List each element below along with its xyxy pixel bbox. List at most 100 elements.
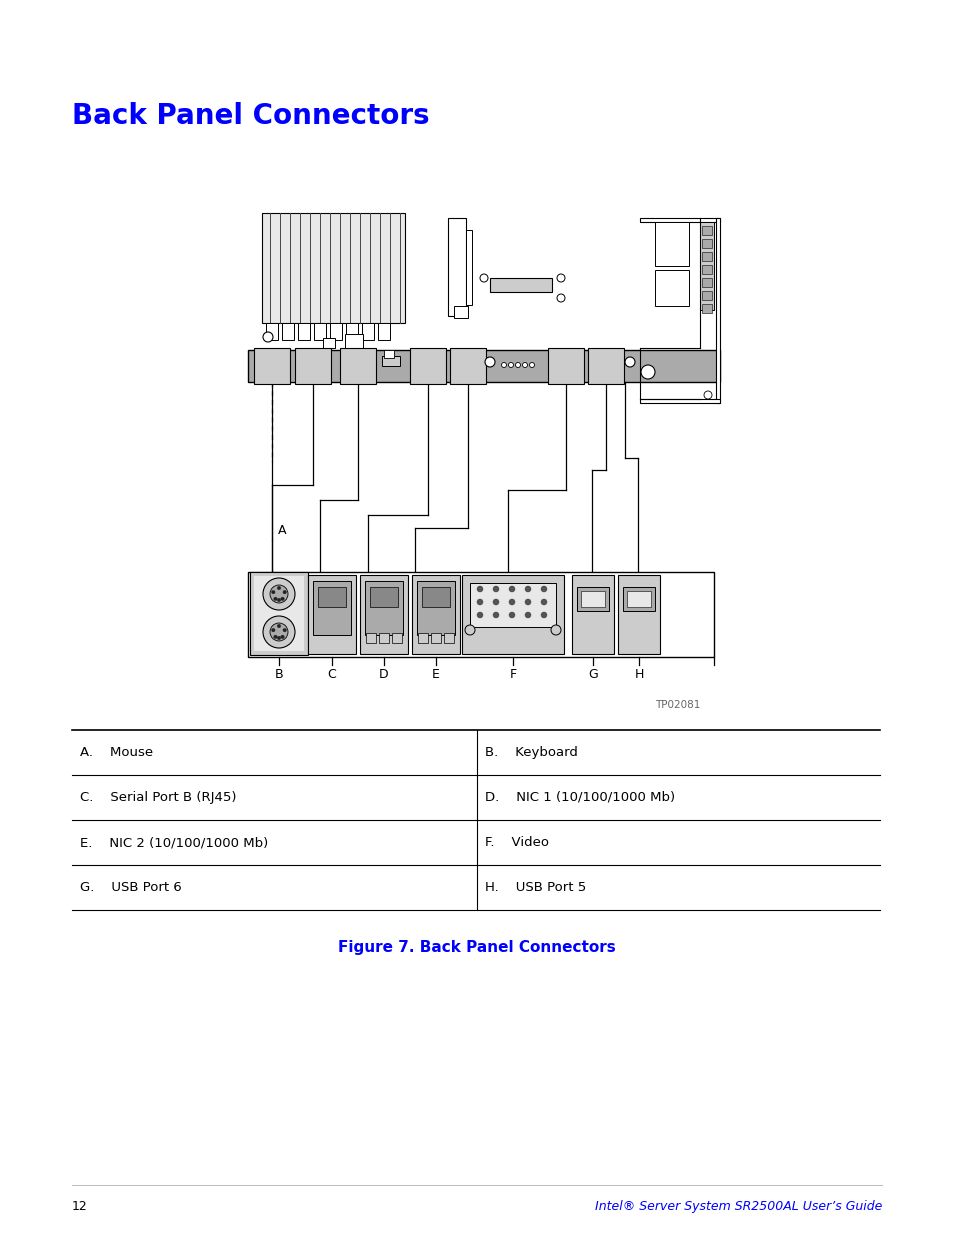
Bar	[701, 240, 711, 248]
Bar	[253, 576, 304, 651]
Circle shape	[529, 363, 534, 368]
Bar	[359, 576, 408, 655]
Text: C: C	[327, 668, 336, 680]
Circle shape	[640, 366, 655, 379]
Circle shape	[272, 629, 274, 632]
Text: Back Panel Connectors: Back Panel Connectors	[71, 103, 429, 130]
Circle shape	[493, 613, 498, 618]
Bar	[253, 348, 290, 384]
Bar	[282, 324, 294, 340]
Bar	[655, 270, 688, 306]
Bar	[262, 212, 405, 324]
Bar	[572, 576, 614, 655]
Circle shape	[508, 363, 513, 368]
Circle shape	[476, 599, 482, 605]
Bar	[490, 278, 552, 291]
Bar	[470, 583, 556, 627]
Bar	[701, 291, 711, 300]
Text: E.    NIC 2 (10/100/1000 Mb): E. NIC 2 (10/100/1000 Mb)	[80, 836, 268, 848]
Bar	[313, 580, 351, 635]
Bar	[577, 587, 608, 611]
Bar	[701, 278, 711, 287]
Text: C.    Serial Port B (RJ45): C. Serial Port B (RJ45)	[80, 790, 236, 804]
Bar	[361, 324, 374, 340]
Bar	[626, 592, 650, 606]
Circle shape	[551, 625, 560, 635]
Circle shape	[277, 587, 280, 590]
Bar	[384, 350, 394, 358]
Circle shape	[277, 636, 280, 640]
Bar	[465, 230, 472, 305]
Bar	[716, 219, 720, 403]
Text: Intel® Server System SR2500AL User’s Guide: Intel® Server System SR2500AL User’s Gui…	[594, 1200, 882, 1213]
Text: H.    USB Port 5: H. USB Port 5	[484, 881, 586, 894]
Text: TP02081: TP02081	[654, 700, 700, 710]
Text: Figure 7. Back Panel Connectors: Figure 7. Back Panel Connectors	[337, 940, 616, 955]
Circle shape	[277, 598, 280, 601]
Circle shape	[272, 590, 274, 594]
Circle shape	[540, 585, 546, 592]
Circle shape	[493, 585, 498, 592]
Circle shape	[524, 613, 531, 618]
Bar	[701, 252, 711, 261]
Circle shape	[509, 599, 515, 605]
Bar	[639, 399, 720, 403]
Bar	[547, 348, 583, 384]
Circle shape	[476, 613, 482, 618]
Bar	[250, 572, 308, 655]
Bar	[587, 348, 623, 384]
Bar	[618, 576, 659, 655]
Circle shape	[280, 635, 284, 638]
Circle shape	[280, 597, 284, 600]
Circle shape	[283, 590, 286, 594]
Circle shape	[277, 624, 280, 627]
Bar	[317, 587, 346, 606]
Circle shape	[493, 599, 498, 605]
Bar	[314, 324, 326, 340]
Circle shape	[703, 391, 711, 399]
Text: D: D	[378, 668, 389, 680]
Text: 12: 12	[71, 1200, 88, 1213]
Bar	[339, 348, 375, 384]
Bar	[416, 580, 455, 635]
Bar	[450, 348, 485, 384]
Text: G: G	[587, 668, 598, 680]
Circle shape	[557, 274, 564, 282]
Circle shape	[540, 613, 546, 618]
Bar	[431, 634, 440, 643]
Circle shape	[509, 613, 515, 618]
Circle shape	[479, 274, 488, 282]
Bar	[412, 576, 459, 655]
Bar	[448, 219, 465, 316]
Text: A: A	[277, 524, 286, 536]
Circle shape	[557, 294, 564, 303]
Circle shape	[263, 578, 294, 610]
Bar	[266, 324, 277, 340]
Text: F.    Video: F. Video	[484, 836, 548, 848]
Bar	[366, 634, 375, 643]
Bar	[410, 348, 446, 384]
Bar	[417, 634, 428, 643]
Bar	[378, 634, 389, 643]
Bar	[701, 304, 711, 312]
Circle shape	[522, 363, 527, 368]
Bar	[370, 587, 397, 606]
Bar	[346, 324, 357, 340]
Bar	[330, 324, 341, 340]
Circle shape	[274, 635, 277, 638]
Text: E: E	[432, 668, 439, 680]
Circle shape	[263, 332, 273, 342]
Text: G.    USB Port 6: G. USB Port 6	[80, 881, 182, 894]
Bar	[381, 356, 399, 366]
Bar	[701, 266, 711, 274]
Bar	[701, 226, 711, 235]
Bar	[700, 222, 713, 310]
Bar	[639, 219, 720, 222]
Bar	[443, 634, 454, 643]
Circle shape	[524, 599, 531, 605]
Bar	[294, 348, 331, 384]
Bar	[377, 324, 390, 340]
Circle shape	[274, 597, 277, 600]
Text: H: H	[634, 668, 643, 680]
Bar	[421, 587, 450, 606]
